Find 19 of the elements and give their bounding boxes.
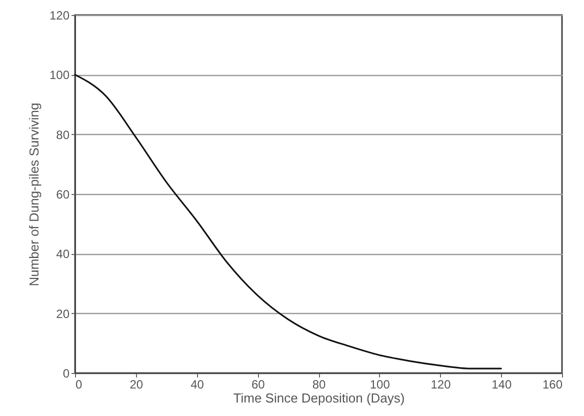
y-tick-label: 20 bbox=[56, 306, 70, 321]
y-tick-label: 120 bbox=[49, 8, 70, 22]
x-tick-label: 0 bbox=[76, 378, 82, 392]
x-tick-label: 40 bbox=[190, 378, 204, 392]
x-tick-label: 140 bbox=[492, 378, 512, 392]
x-tick-label: 100 bbox=[370, 378, 390, 392]
line-series bbox=[74, 74, 502, 370]
x-tick-label: 120 bbox=[430, 378, 452, 392]
x-axis-title: Time Since Deposition (Days) bbox=[233, 390, 405, 406]
x-tick-label: 20 bbox=[130, 378, 144, 392]
y-axis-title: Number of Dung-piles Surviving bbox=[26, 102, 42, 286]
x-tick-label: 160 bbox=[542, 378, 563, 392]
x-tick-label: 60 bbox=[251, 378, 266, 392]
x-tick-label: 80 bbox=[312, 378, 326, 392]
y-tick-label: 60 bbox=[56, 188, 70, 202]
y-tick-label: 40 bbox=[56, 247, 70, 262]
y-tick-label: 0 bbox=[62, 366, 70, 380]
y-tick-label: 80 bbox=[56, 128, 70, 142]
y-tick-label: 100 bbox=[49, 68, 70, 82]
